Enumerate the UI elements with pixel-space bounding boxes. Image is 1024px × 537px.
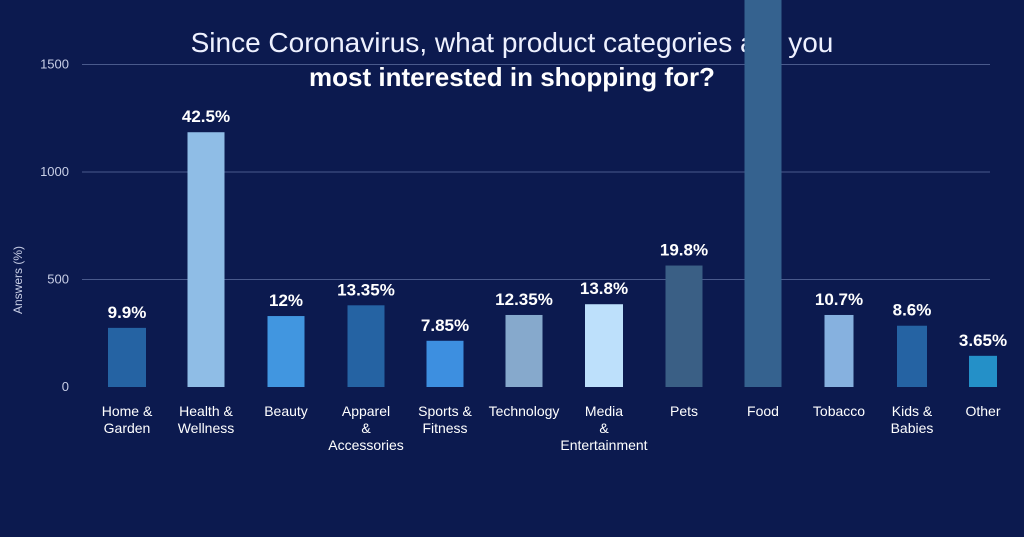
bar <box>347 305 385 387</box>
bar <box>426 340 464 387</box>
bar <box>505 314 543 387</box>
x-category-label: Sports & <box>418 403 472 419</box>
chart-title: Since Coronavirus, what product categori… <box>0 26 1024 94</box>
x-category-label: Home & <box>102 403 153 419</box>
x-category-label: Accessories <box>328 437 403 453</box>
x-category-label: & <box>599 420 609 436</box>
y-tick-label: 500 <box>47 272 69 287</box>
x-category-label: Technology <box>489 403 560 419</box>
data-label: 42.5% <box>182 107 230 126</box>
x-category-label: Garden <box>104 420 151 436</box>
y-tick-label: 1500 <box>40 57 69 72</box>
x-category-label: Fitness <box>422 420 467 436</box>
x-category-label: Pets <box>670 403 698 419</box>
x-category-label: Food <box>747 403 779 419</box>
chart-title-line1: Since Coronavirus, what product categori… <box>190 27 834 58</box>
y-axis-label: Answers (%) <box>11 246 25 314</box>
x-category-label: Apparel <box>342 403 390 419</box>
y-tick-label: 0 <box>62 379 69 394</box>
y-tick-label: 1000 <box>40 164 69 179</box>
bar <box>744 0 782 387</box>
bar <box>897 325 927 387</box>
x-category-label: Entertainment <box>560 437 647 453</box>
data-label: 7.85% <box>421 316 469 335</box>
bar <box>824 314 854 387</box>
data-label: 19.8% <box>660 241 708 260</box>
data-label: 12.35% <box>495 290 553 309</box>
data-label: 10.7% <box>815 290 863 309</box>
data-label: 8.6% <box>893 301 932 320</box>
bar <box>187 132 225 387</box>
x-category-label: Beauty <box>264 403 308 419</box>
bar <box>108 327 146 387</box>
data-label: 12% <box>269 291 303 310</box>
x-category-label: Tobacco <box>813 403 865 419</box>
x-category-label: & <box>361 420 371 436</box>
data-label: 3.65% <box>959 331 1007 350</box>
chart-title-line2: most interested in shopping for? <box>309 62 715 92</box>
x-category-label: Other <box>965 403 1000 419</box>
data-label: 13.8% <box>580 279 628 298</box>
x-category-label: Wellness <box>178 420 235 436</box>
bar <box>267 316 305 387</box>
x-category-label: Kids & <box>892 403 933 419</box>
bar <box>969 355 997 387</box>
data-label: 13.35% <box>337 280 395 299</box>
x-category-label: Health & <box>179 403 233 419</box>
x-category-label: Media <box>585 403 623 419</box>
data-label: 9.9% <box>108 303 147 322</box>
bar <box>585 304 623 387</box>
x-category-label: Babies <box>891 420 934 436</box>
bar <box>665 265 703 387</box>
